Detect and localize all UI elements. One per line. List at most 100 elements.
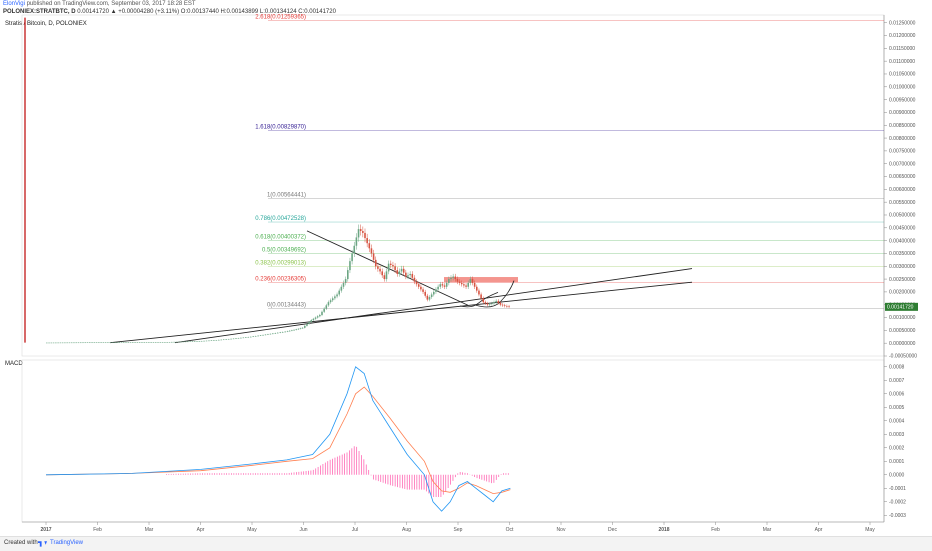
price-candle-body [274,333,277,334]
price-candle-body [364,232,366,239]
time-tick-label: Sep [454,527,463,533]
price-candle-body [491,303,493,305]
price-tick-label: 0.00000000 [889,341,916,347]
time-tick-label: Mar [145,527,154,533]
price-tick-label: 0.01050000 [889,72,916,78]
price-tick-label: 0.00600000 [889,187,916,193]
fib-label: 0.618(0.00400372) [255,235,306,241]
time-tick-label: Jul [352,527,358,533]
price-candle-body [381,271,383,276]
footer: Created with TradingView [0,536,932,551]
price-candle-body [471,279,474,283]
price-candle-body [495,300,497,303]
price-candle-body [79,342,82,344]
fib-label: 0.382(0.00299013) [255,261,306,267]
price-candle-body [405,272,407,277]
price-candle-body [138,342,141,343]
price-candle-body [454,276,457,280]
price-tick-label: 0.00050000 [889,328,916,334]
price-candle-body [497,300,500,303]
price-candle-body [338,290,340,295]
price-candle-body [308,322,310,324]
price-candle-body [125,342,127,344]
price-candle-body [484,302,487,304]
price-candle-body [291,330,293,331]
price-candle-body [334,296,336,299]
price-candle-body [340,286,343,291]
price-candle-body [486,303,489,305]
price-tick-label: 0.00850000 [889,123,916,129]
price-candle-body [413,277,416,282]
price-candle-body [168,342,171,343]
ohlc-values: 0.00141720 ▲ +0.00004280 (+3.11%) O:0.00… [77,9,336,15]
price-candle-body [247,337,250,338]
tradingview-brand[interactable]: TradingView [50,540,84,546]
macd-tick-label: 0.0003 [889,432,905,438]
price-candle-body [120,342,123,344]
price-candle-body [262,334,264,336]
price-candle-body [385,271,388,280]
price-candle-body [237,338,240,339]
price-tick-label: 0.00500000 [889,213,916,219]
price-candle-body [372,253,375,260]
price-candle-body [154,342,157,343]
macd-tick-label: -0.0003 [889,513,906,519]
price-candle-body [161,342,164,343]
price-tick-label: 0.00750000 [889,149,916,155]
price-candle-body [77,342,80,344]
price-candle-body [407,275,409,277]
price-candle-body [428,297,431,300]
price-tick-label: 0.00400000 [889,238,916,244]
price-candle-body [272,333,274,335]
price-candle-body [319,314,321,317]
price-candle-body [205,340,208,342]
macd-tick-label: 0.0001 [889,459,905,465]
price-candle-body [473,282,476,287]
fib-label: 0.786(0.00472528) [255,216,306,222]
fib-label: 0.236(0.00236305) [255,277,306,283]
price-candle-body [59,342,62,344]
price-candle-body [82,342,84,344]
price-candle-body [152,342,155,343]
price-candle-body [482,298,485,303]
price-candle-body [86,342,89,344]
price-candle-body [189,341,191,343]
publish-info: ElonVigi published on TradingView.com, S… [3,1,196,7]
chart-frame [21,14,885,523]
price-candle-body [415,281,418,285]
price-candle-body [310,320,313,323]
price-candle-body [136,342,139,343]
price-tick-label: 0.00100000 [889,315,916,321]
price-candle-body [398,271,401,274]
price-candle-body [445,282,448,287]
price-candle-body [323,308,325,312]
price-candle-body [499,302,502,305]
price-candle-body [193,341,196,342]
time-tick-label: Oct [506,527,514,533]
price-tick-label: 0.01250000 [889,20,916,26]
price-candle-body [321,311,323,315]
time-tick-label: Dec [608,527,617,533]
price-candle-body [355,237,358,246]
fib-label: 1.618(0.00829870) [255,124,306,130]
macd-tick-label: 0.0007 [889,378,905,384]
fib-label: 0(0.00134443) [267,303,306,309]
price-candle-body [232,338,235,340]
price-candle-body [304,325,306,328]
macd-tick-label: 0.0006 [889,391,905,397]
time-axis: 2017 Feb Mar Apr May Jun Jul Aug Sep Oct Nov Dec 201… [40,522,875,533]
author-link[interactable]: ElonVigi [3,1,25,7]
price-candle-body [377,266,379,269]
price-candle-body [379,268,381,272]
price-candle-body [220,339,223,341]
price-candle-body [93,342,96,344]
price-candle-body [64,342,66,344]
price-candle-body [210,340,213,341]
price-candle-body [46,342,48,344]
price-candle-body [159,342,162,343]
price-candle-body [184,341,187,343]
macd-tick-label: -0.0002 [889,499,906,505]
publish-text: published on TradingView.com, September … [26,1,196,7]
price-candle-body [344,279,347,283]
